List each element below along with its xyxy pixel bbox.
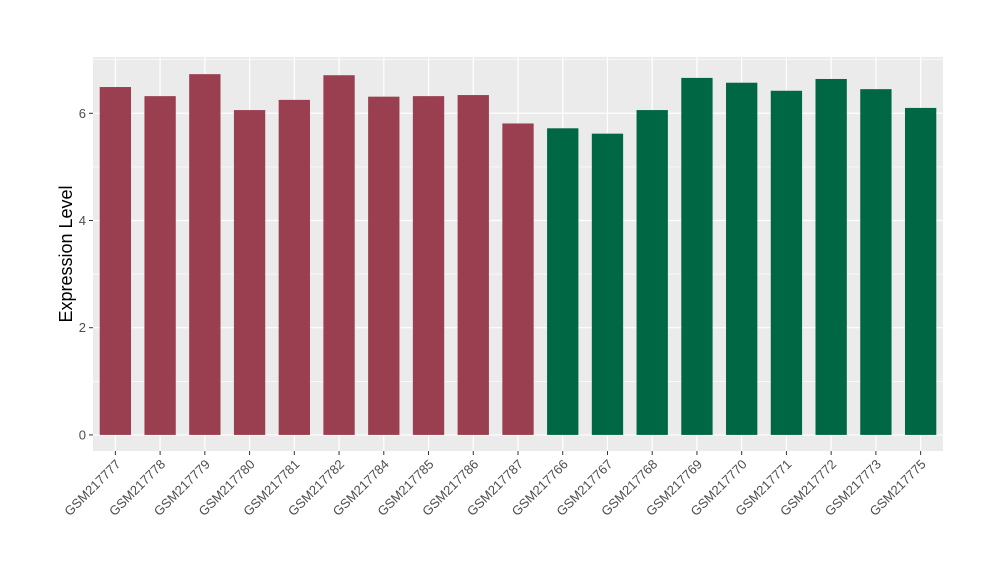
bar-GSM217775 xyxy=(904,107,937,435)
y-axis-title: Expression Level xyxy=(56,185,76,322)
y-tick-label: 6 xyxy=(79,106,86,121)
bar-GSM217772 xyxy=(815,78,847,435)
bar-GSM217773 xyxy=(860,89,892,435)
bar-GSM217778 xyxy=(144,96,176,435)
bar-GSM217767 xyxy=(591,133,624,435)
bar-GSM217770 xyxy=(726,82,758,435)
bar-GSM217784 xyxy=(368,96,400,435)
y-axis: 0 2 4 6 xyxy=(79,106,93,442)
bar-GSM217782 xyxy=(323,75,355,435)
y-tick-label: 2 xyxy=(79,320,86,335)
bar-GSM217785 xyxy=(412,96,445,435)
bar-GSM217781 xyxy=(278,99,310,435)
y-tick-label: 4 xyxy=(79,213,86,228)
bar-GSM217787 xyxy=(502,123,534,435)
bar-GSM217777 xyxy=(99,87,132,435)
bar-GSM217786 xyxy=(457,95,489,435)
x-axis: GSM217777GSM217778GSM217779GSM217780GSM2… xyxy=(61,451,929,519)
bar-GSM217769 xyxy=(681,77,713,435)
bar-GSM217771 xyxy=(770,90,803,435)
bar-GSM217768 xyxy=(636,110,668,435)
bar-GSM217766 xyxy=(547,128,579,435)
bar-GSM217779 xyxy=(189,74,221,435)
bars xyxy=(99,74,937,435)
y-tick-label: 0 xyxy=(79,427,86,442)
bar-GSM217780 xyxy=(233,110,266,435)
